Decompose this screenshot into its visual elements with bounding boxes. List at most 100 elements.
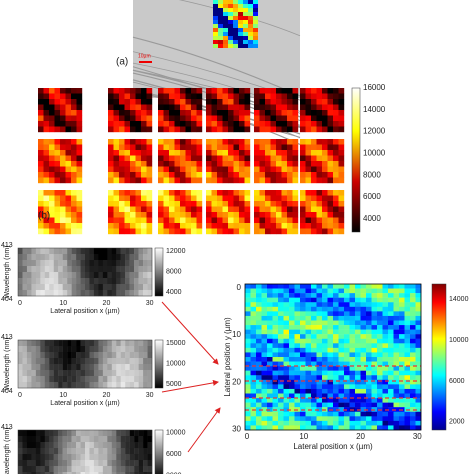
map-pixel: [130, 150, 136, 156]
map-pixel: [305, 361, 312, 367]
map-pixel: [239, 115, 245, 122]
map-pixel: [300, 93, 306, 100]
map-pixel: [185, 228, 192, 235]
map-pixel: [355, 329, 361, 335]
inset-pixel: [223, 36, 228, 40]
spectrum-pixel: [138, 382, 144, 389]
map-pixel: [113, 115, 120, 122]
map-pixel: [65, 88, 72, 94]
map-pixel: [371, 416, 378, 422]
map-pixel: [185, 99, 192, 105]
spectrum-pixel: [120, 290, 126, 297]
map-pixel: [254, 201, 260, 207]
map-pixel: [222, 110, 229, 116]
spectrum-pixel: [71, 358, 77, 365]
map-pixel: [130, 228, 136, 235]
map-pixel: [300, 297, 306, 303]
map-pixel: [163, 161, 170, 167]
spectrum-pixel: [31, 472, 37, 474]
map-pixel: [43, 201, 50, 207]
spectrum-pixel: [67, 284, 72, 291]
spectrum-pixel: [89, 340, 95, 347]
inset-pixel: [243, 16, 248, 20]
map-pixel: [300, 212, 306, 218]
map-pixel: [322, 223, 328, 229]
map-pixel: [355, 379, 361, 385]
map-pixel: [410, 388, 416, 394]
map-pixel: [163, 99, 170, 105]
spectrum-pixel: [138, 436, 144, 443]
map-pixel: [141, 155, 147, 162]
map-pixel: [146, 172, 153, 178]
map-pixel: [388, 284, 394, 289]
map-pixel: [276, 195, 282, 202]
arrow: [187, 407, 221, 453]
inset-pixel: [233, 40, 238, 44]
map-pixel: [228, 99, 234, 105]
spectrum-pixel: [93, 260, 99, 267]
spectrum-pixel: [35, 382, 41, 389]
map-pixel: [338, 329, 345, 335]
spectrum-pixel: [85, 272, 90, 279]
spectrum-pixel: [143, 364, 148, 371]
spectrum-pixel: [35, 290, 41, 297]
map-pixel: [283, 375, 290, 381]
spectrum-pixel: [102, 266, 108, 273]
spectrum-pixel: [31, 272, 37, 279]
map-pixel: [233, 206, 240, 213]
map-pixel: [233, 155, 240, 162]
map-pixel: [174, 190, 181, 196]
spectrum-pixel: [18, 466, 23, 473]
map-pixel: [146, 99, 153, 105]
spectrum-pixel: [71, 382, 77, 389]
map-pixel: [49, 177, 55, 184]
map-pixel: [333, 228, 339, 235]
map-pixel: [124, 166, 131, 173]
map-pixel: [410, 370, 416, 376]
map-pixel: [222, 155, 229, 162]
spectrum-pixel: [107, 254, 112, 261]
map-pixel: [382, 293, 389, 298]
inset-pixel: [228, 4, 233, 8]
map-pixel: [327, 155, 334, 162]
map-pixel: [158, 93, 164, 100]
map-pixel: [163, 110, 170, 116]
map-pixel: [71, 206, 77, 213]
map-pixel: [399, 402, 405, 408]
map-pixel: [393, 370, 400, 376]
map-pixel: [283, 352, 290, 358]
map-pixel: [388, 366, 394, 371]
map-pixel: [410, 343, 416, 349]
map-pixel: [404, 325, 411, 330]
inset-pixel: [218, 4, 223, 8]
map-pixel: [322, 217, 328, 224]
spectrum-pixel: [76, 454, 81, 461]
spectrum-pixel: [134, 266, 139, 273]
map-pixel: [113, 166, 120, 173]
map-pixel: [256, 393, 262, 399]
map-pixel: [43, 212, 50, 218]
map-pixel: [245, 384, 251, 390]
map-pixel: [294, 393, 301, 399]
spectrum-pixel: [35, 284, 41, 291]
spectrum-pixel: [89, 266, 95, 273]
inset-pixel: [248, 20, 253, 24]
map-pixel: [338, 325, 345, 330]
map-pixel: [272, 398, 279, 403]
spectrum-pixel: [76, 382, 81, 389]
map-pixel: [76, 166, 83, 173]
map-pixel: [287, 150, 293, 156]
map-pixel: [404, 302, 411, 308]
map-pixel: [316, 425, 323, 431]
colorbar-tick-label: 16000: [363, 83, 386, 92]
map-pixel: [344, 297, 350, 303]
spectrum-pixel: [40, 370, 45, 377]
map-pixel: [333, 384, 339, 390]
map-pixel: [169, 121, 175, 127]
map-pixel: [338, 293, 345, 298]
map-pixel: [283, 393, 290, 399]
map-pixel: [410, 338, 416, 344]
spectrum-pixel: [98, 278, 104, 285]
map-pixel: [382, 375, 389, 381]
inset-pixel: [253, 0, 258, 4]
